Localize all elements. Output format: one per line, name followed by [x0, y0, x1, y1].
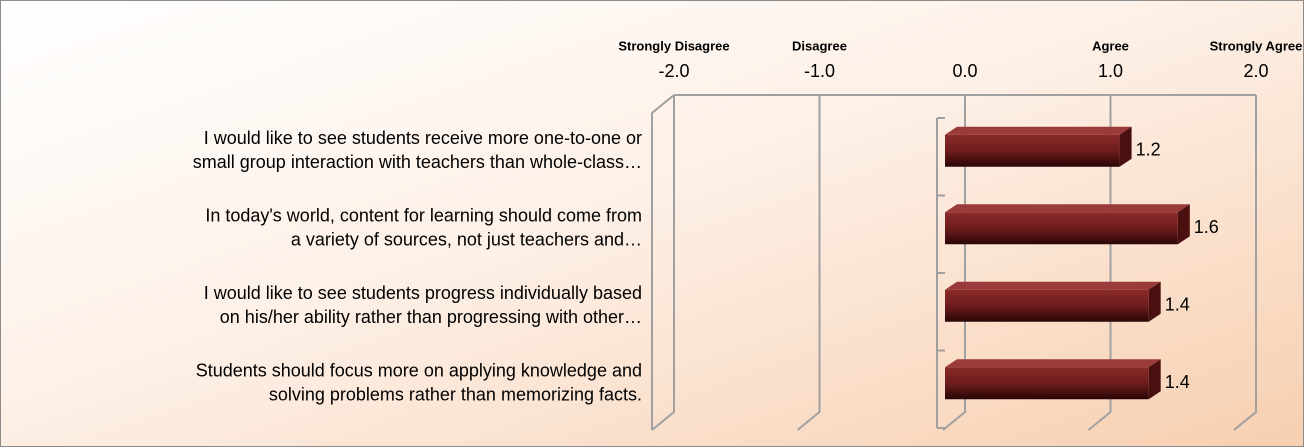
data-label: 1.6 — [1194, 217, 1219, 237]
data-label: 1.2 — [1136, 140, 1161, 160]
bar — [945, 204, 1190, 245]
grid-line — [942, 95, 966, 431]
bar-top — [945, 204, 1190, 213]
grid-line — [1233, 95, 1257, 431]
annotation: Strongly Agree — [1210, 38, 1303, 53]
y-tick-label: I would like to see students receive mor… — [193, 128, 642, 172]
x-tick-label: 2.0 — [1243, 61, 1268, 81]
x-tick-label: 1.0 — [1098, 61, 1123, 81]
x-tick-label: -1.0 — [804, 61, 835, 81]
bar-top — [945, 359, 1161, 368]
grid-line — [796, 95, 821, 431]
data-label: 1.4 — [1165, 295, 1190, 315]
bar-front — [945, 134, 1120, 167]
y-tick-label: I would like to see students progress in… — [204, 283, 642, 327]
bar-end — [1148, 281, 1161, 322]
annotation: Agree — [1092, 38, 1129, 53]
x-tick-label: 0.0 — [952, 61, 977, 81]
bar-front — [945, 367, 1149, 400]
bar-front — [945, 289, 1149, 322]
x-tick-label: -2.0 — [658, 61, 689, 81]
bar — [945, 126, 1132, 167]
bar-front — [945, 212, 1178, 245]
data-label: 1.4 — [1165, 372, 1190, 392]
bar-top — [945, 281, 1161, 290]
bar-end — [1148, 359, 1161, 400]
grid-line — [651, 95, 675, 431]
bar-top — [945, 126, 1132, 135]
bar-end — [1177, 204, 1190, 245]
y-tick-label: Students should focus more on applying k… — [196, 360, 642, 404]
bar-end — [1119, 126, 1132, 167]
side-wall — [651, 94, 675, 430]
annotation: Strongly Disagree — [618, 38, 729, 53]
grid-line — [1087, 95, 1112, 431]
bar — [945, 359, 1161, 400]
annotation: Disagree — [792, 38, 847, 53]
bar — [945, 281, 1161, 322]
y-tick-label: In today's world, content for learning s… — [205, 205, 642, 249]
